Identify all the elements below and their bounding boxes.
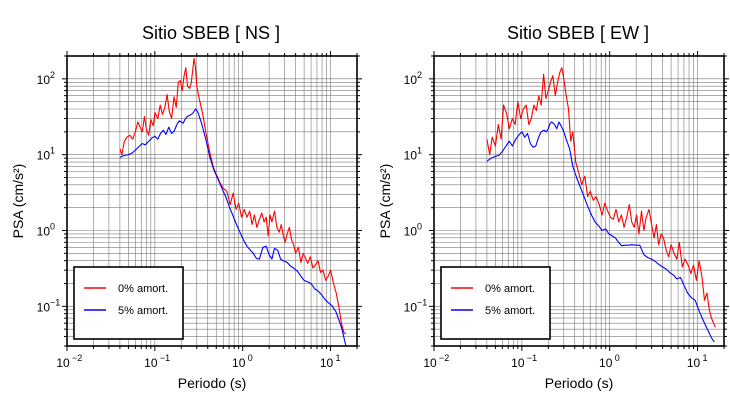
y-tick-label-exponent: 1	[417, 146, 422, 156]
x-tick-label-exponent: −1	[160, 353, 170, 363]
legend-label: 5% amort.	[485, 305, 535, 317]
legend-label: 5% amort.	[118, 305, 168, 317]
x-tick-label-exponent: −2	[439, 353, 449, 363]
grid	[433, 55, 725, 347]
legend-box	[440, 266, 551, 340]
legend-label: 0% amort.	[485, 283, 535, 295]
y-tick-label-exponent: 1	[50, 146, 55, 156]
x-tick-label-exponent: 1	[336, 353, 341, 363]
y-axis-label: PSA (cm/s²)	[377, 164, 393, 239]
y-tick-label-exponent: 2	[50, 70, 55, 80]
x-tick-label-exponent: 0	[615, 353, 620, 363]
y-tick-label: 10	[404, 149, 418, 163]
x-tick-label-exponent: −2	[72, 353, 82, 363]
legend-box	[73, 266, 184, 340]
y-axis-label: PSA (cm/s²)	[10, 164, 26, 239]
y-tick-label: 10	[37, 300, 51, 314]
legend: 0% amort. 5% amort.	[440, 266, 551, 340]
x-tick-label: 10	[423, 356, 437, 370]
y-tick-label: 10	[37, 225, 51, 239]
legend: 0% amort. 5% amort.	[73, 266, 184, 340]
x-tick-label: 10	[144, 356, 158, 370]
series-line-blue	[486, 121, 715, 343]
x-tick-label-exponent: 0	[248, 353, 253, 363]
series-line-red	[119, 58, 347, 335]
y-tick-label-exponent: 0	[50, 222, 55, 232]
y-tick-label: 10	[404, 300, 418, 314]
x-tick-label-exponent: −1	[527, 353, 537, 363]
x-tick-label-exponent: 1	[703, 353, 708, 363]
x-axis-label: Periodo (s)	[545, 375, 613, 391]
x-tick-label: 10	[687, 356, 701, 370]
legend-label: 0% amort.	[118, 283, 168, 295]
x-tick-label: 10	[320, 356, 334, 370]
y-tick-label: 10	[37, 73, 51, 87]
chart-title: Sitio SBEB [ NS ]	[142, 23, 280, 43]
y-tick-label: 10	[404, 225, 418, 239]
y-tick-label-exponent: 2	[417, 70, 422, 80]
y-tick-label-exponent: −1	[417, 297, 427, 307]
y-tick-label-exponent: 0	[417, 222, 422, 232]
x-tick-label: 10	[599, 356, 613, 370]
y-tick-label: 10	[404, 73, 418, 87]
series-line-red	[486, 67, 716, 328]
x-tick-label: 10	[232, 356, 246, 370]
x-tick-label: 10	[511, 356, 525, 370]
plot-frame	[66, 55, 358, 347]
chart-title: Sitio SBEB [ EW ]	[507, 23, 649, 43]
y-tick-label-exponent: −1	[50, 297, 60, 307]
y-tick-label: 10	[37, 149, 51, 163]
x-axis-label: Periodo (s)	[178, 375, 246, 391]
plot-frame	[433, 55, 725, 347]
x-tick-label: 10	[56, 356, 70, 370]
series-line-blue	[119, 108, 347, 347]
grid	[66, 55, 358, 347]
